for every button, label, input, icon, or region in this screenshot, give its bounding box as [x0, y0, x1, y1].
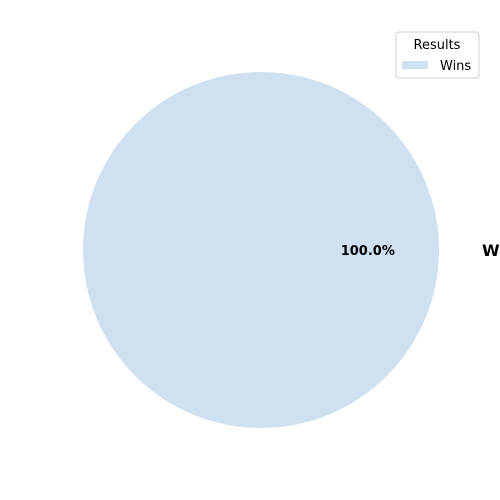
- pie-labels: Wins 100.0%: [341, 241, 500, 260]
- pie-slice-wins: [83, 72, 439, 428]
- slice-label-wins: Wins: [482, 241, 500, 260]
- legend: Results Wins: [395, 31, 480, 79]
- legend-swatch-wins: [402, 61, 428, 69]
- slice-percent-wins: 100.0%: [341, 244, 395, 259]
- legend-entry-wins: Wins: [440, 59, 471, 74]
- legend-title: Results: [414, 38, 461, 53]
- pie-slices: [83, 72, 439, 428]
